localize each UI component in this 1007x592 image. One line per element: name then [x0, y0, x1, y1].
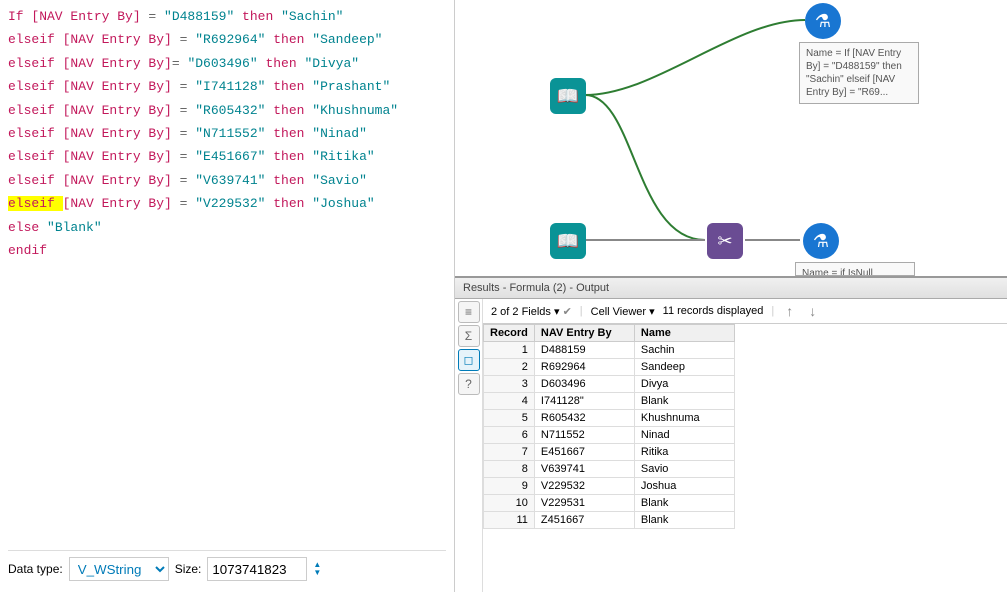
formula-expression-editor[interactable]: If [NAV Entry By] = "D488159" then "Sach…: [8, 5, 446, 550]
table-cell[interactable]: Savio: [634, 461, 734, 478]
sort-desc-button[interactable]: ↓: [805, 303, 820, 319]
workflow-canvas[interactable]: 📖 ⚗ Name = If [NAV Entry By] = "D488159"…: [455, 0, 1007, 277]
formula-tool-2-annotation: Name = if IsNull ([Name]) then: [795, 262, 915, 276]
table-cell[interactable]: N711552: [534, 427, 634, 444]
table-row[interactable]: 11Z451667Blank: [484, 512, 735, 529]
input-tool-2[interactable]: 📖: [550, 223, 586, 259]
sigma-icon[interactable]: Σ: [458, 325, 480, 347]
table-cell[interactable]: V229531: [534, 495, 634, 512]
input-tool-1[interactable]: 📖: [550, 78, 586, 114]
table-cell[interactable]: 9: [484, 478, 535, 495]
table-cell[interactable]: Ninad: [634, 427, 734, 444]
column-header[interactable]: Name: [634, 325, 734, 342]
table-cell[interactable]: D488159: [534, 342, 634, 359]
size-spinner[interactable]: ▲ ▼: [313, 561, 321, 577]
table-cell[interactable]: E451667: [534, 444, 634, 461]
table-row[interactable]: 5R605432Khushnuma: [484, 410, 735, 427]
column-header[interactable]: NAV Entry By: [534, 325, 634, 342]
datatype-label: Data type:: [8, 562, 63, 576]
table-row[interactable]: 6N711552Ninad: [484, 427, 735, 444]
table-row[interactable]: 3D603496Divya: [484, 376, 735, 393]
results-table[interactable]: RecordNAV Entry ByName1D488159Sachin2R69…: [483, 324, 735, 529]
table-row[interactable]: 7E451667Ritika: [484, 444, 735, 461]
table-cell[interactable]: Joshua: [634, 478, 734, 495]
results-side-icons: ≡ Σ ◻ ?: [455, 299, 483, 592]
datatype-row: Data type: V_WString Size: ▲ ▼: [8, 550, 446, 587]
table-cell[interactable]: I741128": [534, 393, 634, 410]
table-cell[interactable]: Z451667: [534, 512, 634, 529]
formula-tool-1[interactable]: ⚗: [805, 3, 841, 39]
formula-tool-1-annotation: Name = If [NAV Entry By] = "D488159" the…: [799, 42, 919, 104]
table-cell[interactable]: 5: [484, 410, 535, 427]
cell-viewer-dropdown[interactable]: Cell Viewer ▾: [591, 305, 655, 318]
table-cell[interactable]: Blank: [634, 495, 734, 512]
formula-tool-2[interactable]: ⚗: [803, 223, 839, 259]
results-header: Results - Formula (2) - Output: [455, 278, 1007, 299]
table-cell[interactable]: 1: [484, 342, 535, 359]
table-cell[interactable]: V639741: [534, 461, 634, 478]
book-icon: 📖: [557, 231, 579, 252]
results-panel: Results - Formula (2) - Output ≡ Σ ◻ ? 2…: [455, 277, 1007, 592]
table-cell[interactable]: D603496: [534, 376, 634, 393]
actions-icon[interactable]: ≡: [458, 301, 480, 323]
flask-icon: ⚗: [815, 11, 831, 32]
table-cell[interactable]: 10: [484, 495, 535, 512]
formula-config-panel: If [NAV Entry By] = "D488159" then "Sach…: [0, 0, 455, 592]
join-tool[interactable]: ✂: [707, 223, 743, 259]
table-row[interactable]: 2R692964Sandeep: [484, 359, 735, 376]
table-cell[interactable]: 4: [484, 393, 535, 410]
scissors-icon: ✂: [717, 231, 732, 252]
table-cell[interactable]: Sachin: [634, 342, 734, 359]
sort-asc-button[interactable]: ↑: [782, 303, 797, 319]
help-icon[interactable]: ?: [458, 373, 480, 395]
table-cell[interactable]: R692964: [534, 359, 634, 376]
table-cell[interactable]: 7: [484, 444, 535, 461]
table-cell[interactable]: 11: [484, 512, 535, 529]
records-count: 11 records displayed: [663, 305, 764, 317]
table-cell[interactable]: Blank: [634, 393, 734, 410]
table-row[interactable]: 10V229531Blank: [484, 495, 735, 512]
fields-dropdown[interactable]: 2 of 2 Fields ▾ ✔: [491, 305, 572, 318]
table-cell[interactable]: Blank: [634, 512, 734, 529]
check-icon: ✔: [563, 306, 572, 318]
table-row[interactable]: 9V229532Joshua: [484, 478, 735, 495]
table-cell[interactable]: Divya: [634, 376, 734, 393]
book-icon: 📖: [557, 86, 579, 107]
table-row[interactable]: 4I741128"Blank: [484, 393, 735, 410]
table-cell[interactable]: V229532: [534, 478, 634, 495]
table-cell[interactable]: Khushnuma: [634, 410, 734, 427]
table-row[interactable]: 8V639741Savio: [484, 461, 735, 478]
table-cell[interactable]: R605432: [534, 410, 634, 427]
table-row[interactable]: 1D488159Sachin: [484, 342, 735, 359]
results-toolbar: 2 of 2 Fields ▾ ✔ | Cell Viewer ▾ 11 rec…: [483, 299, 1007, 324]
flask-icon: ⚗: [813, 231, 829, 252]
table-cell[interactable]: Ritika: [634, 444, 734, 461]
table-cell[interactable]: 2: [484, 359, 535, 376]
datatype-select[interactable]: V_WString: [69, 557, 169, 581]
size-label: Size:: [175, 562, 202, 576]
table-cell[interactable]: 3: [484, 376, 535, 393]
table-cell[interactable]: 8: [484, 461, 535, 478]
spinner-down-icon[interactable]: ▼: [313, 569, 321, 577]
table-cell[interactable]: 6: [484, 427, 535, 444]
column-header[interactable]: Record: [484, 325, 535, 342]
size-input[interactable]: [207, 557, 307, 581]
browse-icon[interactable]: ◻: [458, 349, 480, 371]
table-cell[interactable]: Sandeep: [634, 359, 734, 376]
